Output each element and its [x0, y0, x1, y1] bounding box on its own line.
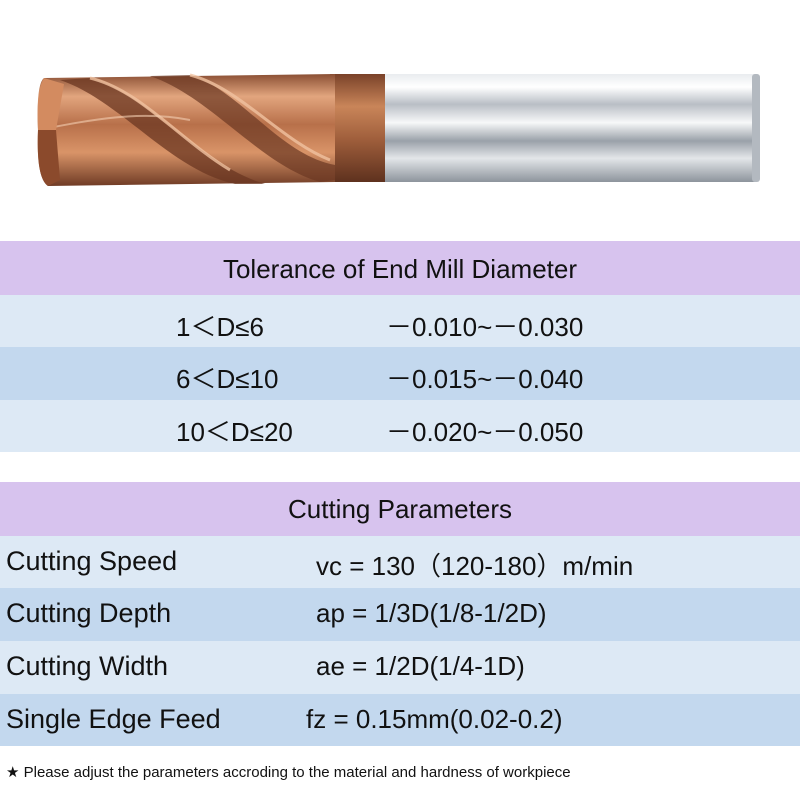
parameter-label: Cutting Depth — [6, 598, 172, 628]
end-mill-illustration — [37, 73, 760, 186]
table-row: Cutting Depth ap = 1/3D(1/8-1/2D) — [0, 588, 800, 641]
end-mill-image — [30, 60, 770, 200]
table-row: Cutting Speed vc = 130（120-180）m/min — [0, 536, 800, 588]
table-row: 6＜D≤10 －0.015~－0.040 — [0, 347, 800, 400]
shank — [380, 74, 758, 182]
tolerance-value: －0.015~－0.040 — [386, 364, 584, 394]
tolerance-value: －0.020~－0.050 — [386, 417, 584, 447]
cutting-title: Cutting Parameters — [288, 494, 512, 524]
tolerance-title: Tolerance of End Mill Diameter — [222, 254, 578, 284]
tolerance-value: －0.010~－0.030 — [386, 312, 584, 342]
parameter-value: fz = 0.15mm(0.02-0.2) — [306, 704, 563, 734]
table-row: 1＜D≤6 －0.010~－0.030 — [0, 295, 800, 347]
diameter-range: 6＜D≤10 — [176, 364, 279, 394]
parameter-value: vc = 130（120-180）m/min — [316, 551, 634, 581]
tolerance-header: Tolerance of End Mill Diameter — [0, 241, 800, 295]
table-row: 10＜D≤20 －0.020~－0.050 — [0, 400, 800, 452]
parameter-label: Single Edge Feed — [6, 704, 221, 734]
parameter-value: ae = 1/2D(1/4-1D) — [316, 651, 525, 681]
parameter-label: Cutting Width — [6, 651, 169, 681]
table-row: Single Edge Feed fz = 0.15mm(0.02-0.2) — [0, 694, 800, 746]
footnote: ★ Please adjust the parameters accroding… — [6, 764, 571, 781]
diameter-range: 10＜D≤20 — [176, 417, 293, 447]
diameter-range: 1＜D≤6 — [176, 312, 264, 342]
parameter-value: ap = 1/3D(1/8-1/2D) — [316, 598, 547, 628]
cutting-header: Cutting Parameters — [0, 482, 800, 536]
neck — [330, 74, 385, 182]
table-row: Cutting Width ae = 1/2D(1/4-1D) — [0, 641, 800, 694]
parameter-label: Cutting Speed — [6, 546, 178, 576]
